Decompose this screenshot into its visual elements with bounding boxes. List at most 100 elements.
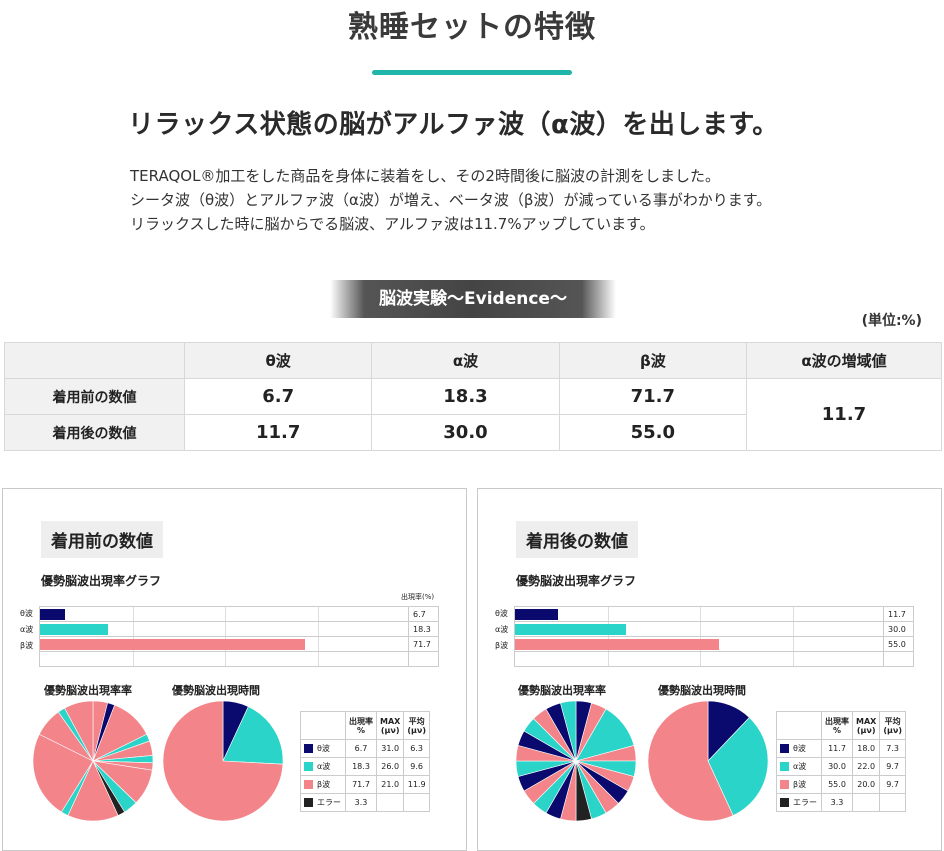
table-header: α波 bbox=[371, 342, 560, 379]
time-pie-chart bbox=[162, 700, 284, 822]
legend-value bbox=[375, 793, 405, 812]
legend-row: α波 30.0 22.0 9.7 bbox=[776, 757, 906, 776]
pie-slice-alpha bbox=[707, 717, 769, 816]
pie-title-time: 優勢脳波出現時間 bbox=[172, 684, 260, 697]
bar-alpha bbox=[515, 624, 626, 635]
gridline bbox=[607, 607, 609, 621]
legend-row: β波 55.0 20.0 9.7 bbox=[776, 775, 906, 794]
bar-track bbox=[513, 651, 885, 667]
bar-track bbox=[38, 651, 410, 667]
legend-header: MAX (μν) bbox=[375, 711, 405, 740]
table-row: 着用前の数値 6.7 18.3 71.7 11.7 bbox=[4, 378, 942, 451]
gridline bbox=[317, 652, 319, 666]
gridline bbox=[700, 622, 701, 636]
legend-label: エラー bbox=[793, 798, 817, 807]
gridline bbox=[700, 607, 701, 621]
legend-value: 20.0 bbox=[851, 775, 881, 794]
panel-tag: 着用前の数値 bbox=[41, 521, 163, 558]
bar-theta bbox=[515, 609, 559, 620]
bar-beta bbox=[515, 639, 719, 650]
legend-value: 7.3 bbox=[879, 739, 906, 758]
pie-title-rate: 優勢脳波出現率率 bbox=[44, 684, 132, 697]
gridline bbox=[317, 622, 319, 636]
legend-row: θ波 6.7 31.0 6.3 bbox=[300, 739, 430, 758]
row-label: 着用後の数値 bbox=[4, 414, 185, 451]
legend-swatch bbox=[304, 780, 313, 789]
bar-chart: 11.7 30.0 55.0 bbox=[513, 606, 914, 667]
legend-value: 26.0 bbox=[375, 757, 405, 776]
legend-label: エラー bbox=[317, 798, 341, 807]
gridline bbox=[792, 622, 794, 636]
bar-chart: 6.7 18.3 71.7 bbox=[38, 606, 439, 667]
table-cell: 6.7 bbox=[183, 378, 373, 415]
table-header bbox=[4, 342, 185, 379]
legend-swatch bbox=[304, 798, 313, 807]
legend-swatch bbox=[780, 762, 789, 771]
gridline bbox=[225, 607, 226, 621]
bar-category-label: θ波 bbox=[20, 609, 33, 618]
bar-value-label: 6.7 bbox=[408, 606, 439, 622]
bar-category-label: β波 bbox=[495, 641, 509, 650]
description-line: シータ波（θ波）とアルファ波（α波）が増え、ベータ波（β波）が減っている事がわか… bbox=[130, 191, 772, 209]
legend-label: θ波 bbox=[317, 744, 330, 753]
bar-value-label: 30.0 bbox=[883, 621, 914, 637]
legend-table: 出現率 % MAX (μν) 平均 (μν) θ波 6.7 31.0 6.3 α波 18.3 26… bbox=[300, 711, 430, 812]
bar-value-label: 11.7 bbox=[883, 606, 914, 622]
legend-label: β波 bbox=[793, 780, 807, 789]
bar-graph-title: 優勢脳波出現率グラフ bbox=[516, 574, 637, 588]
table-header: β波 bbox=[558, 342, 748, 379]
table-cell: 18.3 bbox=[371, 378, 560, 415]
pie-slice-beta bbox=[67, 760, 119, 822]
legend-label-cell: α波 bbox=[776, 757, 822, 776]
bar-value-label: 55.0 bbox=[883, 636, 914, 652]
bar-theta bbox=[40, 609, 65, 620]
legend-label-cell: θ波 bbox=[776, 739, 822, 758]
fragmented-pie-chart bbox=[515, 700, 637, 822]
bar-track bbox=[38, 606, 410, 622]
legend-label-cell: β波 bbox=[300, 775, 346, 794]
legend-value: 3.3 bbox=[345, 793, 377, 812]
results-table: θ波 α波 β波 α波の増域値 着用前の数値 6.7 18.3 71.7 11.… bbox=[4, 342, 942, 451]
legend-swatch bbox=[780, 744, 789, 753]
bar-track bbox=[513, 621, 885, 637]
bar-category-label: β波 bbox=[20, 641, 34, 650]
legend-value: 18.0 bbox=[851, 739, 881, 758]
description-line: TERAQOL®加工をした商品を身体に装着をし、その2時間後に脳波の計測をしまし… bbox=[130, 167, 720, 185]
legend-value: 30.0 bbox=[821, 757, 853, 776]
bar-value-label bbox=[408, 651, 439, 667]
legend-header: 出現率 % bbox=[345, 711, 377, 740]
pie-slice-beta bbox=[64, 700, 94, 762]
panel-tag: 着用後の数値 bbox=[516, 521, 638, 558]
pie-slice-beta bbox=[162, 700, 284, 822]
bar-track bbox=[38, 636, 410, 652]
legend-label: α波 bbox=[317, 762, 331, 771]
legend-header: 出現率 % bbox=[821, 711, 853, 740]
pie-slice-alpha bbox=[560, 700, 577, 762]
after-panel: 着用後の数値 優勢脳波出現率グラフ θ波 α波 β波 11.7 30.0 55.0 優勢脳波出現… bbox=[477, 488, 942, 851]
legend-value: 18.3 bbox=[345, 757, 377, 776]
legend-header: 平均 (μν) bbox=[879, 711, 906, 740]
gridline bbox=[225, 652, 226, 666]
table-header: α波の増域値 bbox=[746, 342, 942, 379]
bar-beta bbox=[40, 639, 306, 650]
description-line: リラックスした時に脳からでる脳波、アルファ波は11.7%アップしています。 bbox=[130, 215, 655, 233]
legend-row: エラー 3.3 bbox=[776, 793, 906, 812]
bar-category-label: α波 bbox=[20, 625, 34, 634]
legend-value: 55.0 bbox=[821, 775, 853, 794]
legend-value: 9.6 bbox=[403, 757, 430, 776]
pie-slice-beta bbox=[647, 700, 734, 822]
legend-row: β波 71.7 21.0 11.9 bbox=[300, 775, 430, 794]
description: TERAQOL®加工をした商品を身体に装着をし、その2時間後に脳波の計測をしまし… bbox=[130, 164, 771, 236]
legend-value bbox=[879, 793, 906, 812]
bar-labels: θ波 α波 β波 bbox=[495, 608, 508, 656]
legend-corner bbox=[776, 711, 822, 740]
pie-title-rate: 優勢脳波出現率率 bbox=[518, 684, 606, 697]
row-label: 着用前の数値 bbox=[4, 378, 185, 415]
legend-swatch bbox=[304, 744, 313, 753]
legend-value bbox=[403, 793, 430, 812]
legend-label-cell: θ波 bbox=[300, 739, 346, 758]
bar-category-label: θ波 bbox=[495, 609, 508, 618]
legend-header: MAX (μν) bbox=[851, 711, 881, 740]
gridline bbox=[700, 652, 701, 666]
pie-slice-alpha bbox=[222, 706, 284, 765]
